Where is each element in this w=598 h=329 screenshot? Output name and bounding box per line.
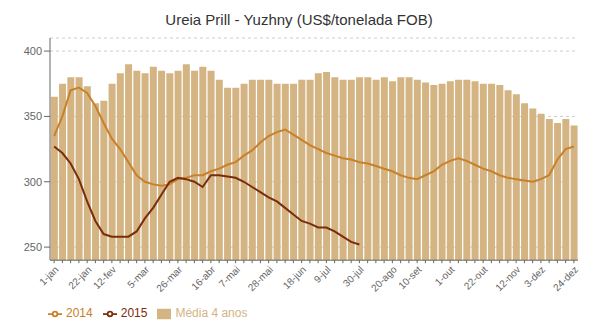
svg-text:28-mai: 28-mai xyxy=(246,264,275,293)
svg-text:16-abr: 16-abr xyxy=(189,263,218,292)
svg-text:1-out: 1-out xyxy=(433,264,457,288)
svg-text:1-jan: 1-jan xyxy=(37,264,61,288)
svg-text:18-jun: 18-jun xyxy=(281,264,308,291)
svg-text:250: 250 xyxy=(24,241,42,253)
svg-text:10-set: 10-set xyxy=(396,264,424,292)
svg-text:3-dez: 3-dez xyxy=(522,264,547,289)
svg-text:300: 300 xyxy=(24,176,42,188)
svg-text:26-mar: 26-mar xyxy=(154,263,185,294)
svg-text:7-mai: 7-mai xyxy=(217,264,242,289)
svg-text:20-ago: 20-ago xyxy=(369,264,399,294)
svg-text:30-jul: 30-jul xyxy=(341,264,366,289)
html-text:2014: 2014 xyxy=(66,306,93,321)
svg-text:24-dez: 24-dez xyxy=(551,264,580,293)
html-text:Ureia Prill - Yuzhny (US$/tone: Ureia Prill - Yuzhny (US$/tonelada FOB) xyxy=(165,11,433,28)
svg-text:12-fev: 12-fev xyxy=(91,264,118,291)
html-text:2015: 2015 xyxy=(120,306,148,321)
svg-text:22-jan: 22-jan xyxy=(66,264,93,291)
svg-text:400: 400 xyxy=(24,45,42,57)
svg-text:350: 350 xyxy=(24,110,42,122)
html-text:Média 4 anos: Média 4 anos xyxy=(175,306,248,321)
svg-text:9-jul: 9-jul xyxy=(312,264,333,285)
svg-text:12-nov: 12-nov xyxy=(493,264,522,293)
svg-text:22-out: 22-out xyxy=(462,264,490,292)
svg-text:5-mar: 5-mar xyxy=(125,263,152,290)
